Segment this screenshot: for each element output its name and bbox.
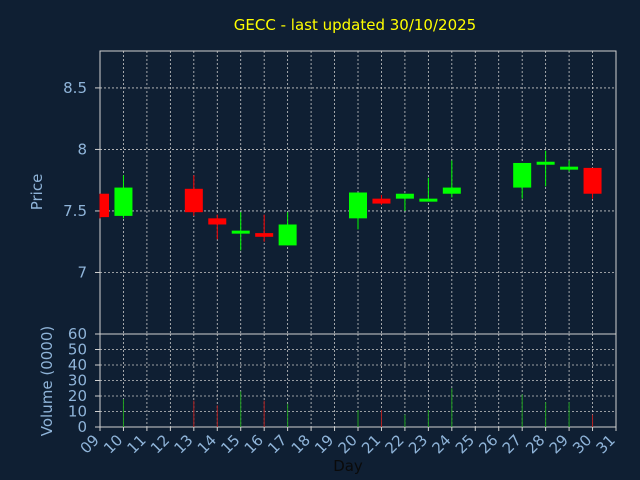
candle-body [208,218,227,225]
price-tick-label: 7.5 [63,202,87,220]
candle-body [372,198,391,204]
candles [99,150,602,251]
candle-body [349,192,367,219]
candle-body [583,167,602,194]
candle-body [114,187,133,216]
price-axis-label: Price [28,174,46,211]
volume-tick-label: 50 [68,341,87,359]
volume-tick-label: 60 [68,325,87,343]
candle-body [536,161,555,165]
candle-body [278,224,297,246]
candle-body [513,162,532,188]
volume-tick-label: 40 [68,356,87,374]
price-tick-label: 8.5 [63,79,87,97]
candle-body [560,166,579,170]
candle-body [442,187,461,194]
volume-tick-label: 10 [68,403,87,421]
x-axis-label: Day [333,457,363,475]
price-axis-ticks: 7 7.5 8 8.5 [63,79,100,281]
volume-bars [122,388,594,427]
volume-tick-label: 0 [77,418,87,436]
candle-body [100,193,109,218]
price-tick-label: 7 [77,263,87,281]
candle-body [255,233,274,237]
volume-tick-label: 30 [68,372,87,390]
volume-tick-label: 20 [68,387,87,405]
volume-axis-label: Volume (0000) [38,326,56,436]
candle-body [184,188,203,213]
candle-body [419,198,438,202]
chart-title: GECC - last updated 30/10/2025 [234,16,476,34]
candle-body [231,230,250,234]
price-tick-label: 8 [77,140,87,158]
candle-body [395,193,414,199]
